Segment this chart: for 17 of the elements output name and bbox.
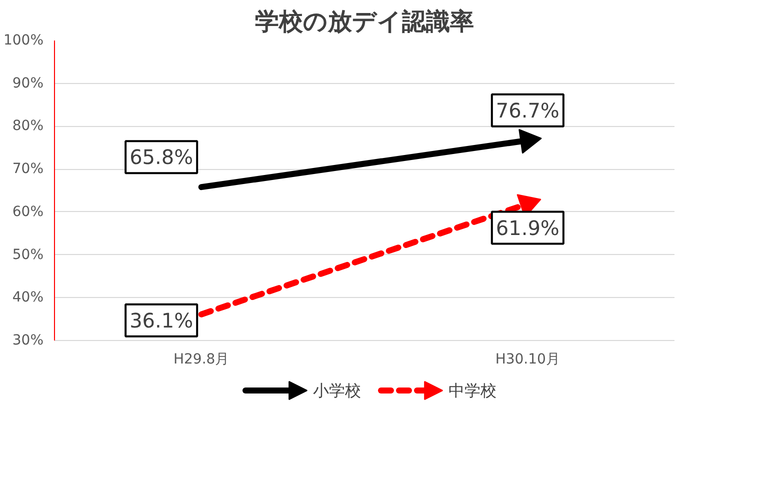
data-label: 61.9% <box>496 216 560 240</box>
y-tick-label: 100% <box>3 32 44 48</box>
chart-title: 学校の放デイ認識率 <box>255 8 474 36</box>
y-tick-label: 90% <box>12 75 44 92</box>
x-tick-label: H30.10月 <box>495 352 560 368</box>
y-tick-label: 50% <box>12 246 44 263</box>
legend-label: 中学校 <box>448 381 497 400</box>
y-tick-label: 80% <box>12 118 44 134</box>
legend-label: 小学校 <box>313 381 362 400</box>
y-tick-label: 40% <box>12 290 44 306</box>
data-label: 65.8% <box>130 145 194 170</box>
data-label: 76.7% <box>496 98 560 122</box>
y-tick-label: 30% <box>12 332 44 348</box>
y-tick-label: 70% <box>12 161 44 178</box>
data-label: 36.1% <box>130 308 194 332</box>
x-tick-label: H29.8月 <box>173 352 230 368</box>
y-tick-label: 60% <box>12 204 44 220</box>
